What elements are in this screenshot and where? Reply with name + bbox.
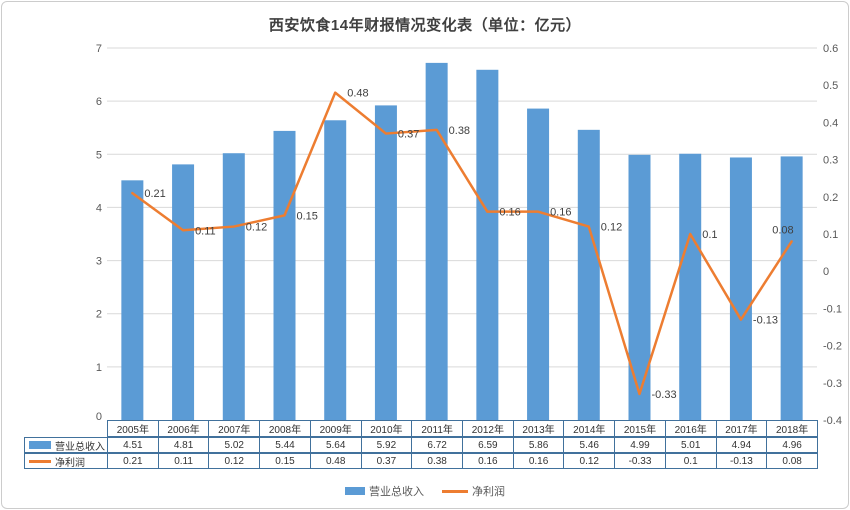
legend-revenue-label: 营业总收入 (369, 486, 424, 498)
profit-data-label-2017年: -0.13 (753, 315, 778, 327)
profit-data-label-2010年: 0.37 (398, 129, 419, 141)
revenue-bar-2013年 (527, 108, 550, 420)
chart-title: 西安饮食14年财报情况变化表（单位：亿元） (268, 17, 582, 34)
revenue-bar-2016年 (679, 153, 702, 421)
revenue-bar-2015年 (628, 154, 651, 420)
profit-data-label-2015年: -0.33 (652, 389, 677, 401)
right-axis-tick-label: -0.4 (823, 415, 842, 427)
profit-data-label-2008年: 0.15 (297, 210, 318, 222)
right-axis-tick-label: 0.3 (823, 155, 838, 167)
line-series-key-icon (442, 489, 468, 493)
left-axis-tick-label: 3 (96, 256, 102, 268)
profit-data-label-2013年: 0.16 (550, 207, 571, 219)
revenue-bar-2017年 (729, 157, 752, 420)
revenue-bar-2007年 (222, 153, 245, 421)
profit-data-label-2006年: 0.11 (195, 225, 216, 237)
revenue-bar-2006年 (172, 164, 195, 420)
right-axis-tick-label: 0.4 (823, 117, 838, 129)
right-axis-tick-label: -0.1 (823, 303, 842, 315)
profit-data-label-2005年: 0.21 (144, 188, 165, 200)
right-axis-tick-label: 0.5 (823, 80, 838, 92)
legend-item-revenue: 营业总收入 (345, 483, 424, 499)
bar-series-key-icon (345, 487, 365, 495)
revenue-bar-2012年 (476, 69, 499, 420)
profit-line (131, 91, 793, 396)
revenue-bar-2008年 (273, 130, 296, 420)
revenue-bar-2011年 (425, 62, 448, 420)
revenue-bar-2010年 (374, 105, 397, 420)
revenue-bar-2014年 (577, 129, 600, 420)
right-axis-tick-label: -0.2 (823, 341, 842, 353)
profit-data-label-2012年: 0.16 (499, 207, 520, 219)
left-axis-tick-label: 5 (96, 149, 102, 161)
legend-item-profit: 净利润 (442, 483, 505, 499)
right-axis-tick-label: -0.3 (823, 378, 842, 390)
left-axis-tick-label: 0 (96, 411, 102, 423)
profit-data-label-2007年: 0.12 (246, 222, 267, 234)
revenue-bar-2005年 (121, 180, 144, 420)
profit-data-label-2014年: 0.12 (601, 222, 622, 234)
legend-profit-label: 净利润 (472, 486, 505, 498)
left-axis-tick-label: 1 (96, 362, 102, 374)
left-axis-tick-label: 6 (96, 96, 102, 108)
chart-legend: 营业总收入 净利润 (2, 481, 848, 501)
right-axis-tick-label: 0 (823, 266, 829, 278)
left-axis-tick-label: 4 (96, 202, 102, 214)
profit-data-label-2018年: 0.08 (772, 224, 793, 236)
right-axis-tick-label: 0.6 (823, 43, 838, 55)
profit-data-label-2016年: 0.1 (702, 229, 717, 241)
left-axis-tick-label: 7 (96, 43, 102, 55)
left-axis-tick-label: 2 (96, 309, 102, 321)
right-axis-tick-label: 0.1 (823, 229, 838, 241)
revenue-bar-2018年 (780, 156, 803, 420)
profit-data-label-2011年: 0.38 (449, 125, 470, 137)
right-axis-tick-label: 0.2 (823, 192, 838, 204)
profit-data-label-2009年: 0.48 (347, 88, 368, 100)
revenue-bar-2009年 (324, 120, 347, 420)
